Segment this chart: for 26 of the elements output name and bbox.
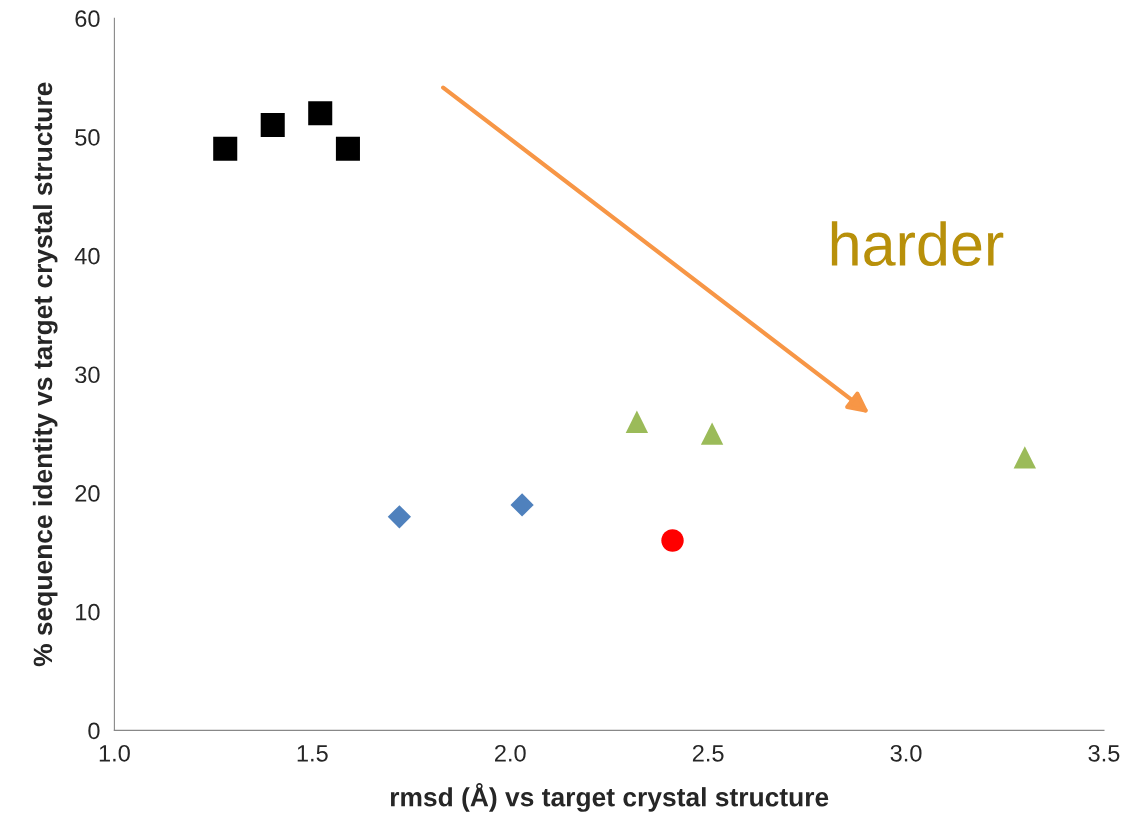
y-tick-label: 40: [74, 247, 100, 265]
point: [700, 422, 724, 445]
y-tick-label: 0: [88, 722, 100, 740]
point: [213, 136, 238, 161]
y-tick-label: 60: [75, 10, 100, 28]
y-tick-label: 30: [75, 366, 100, 384]
point: [308, 101, 333, 126]
x-tick-label: 3.0: [890, 744, 922, 762]
x-tick-label: 3.5: [1088, 744, 1120, 762]
point: [625, 410, 649, 433]
point: [260, 113, 285, 138]
point: [387, 505, 412, 529]
x-tick-label: 1.5: [297, 745, 328, 762]
annotation: harder: [831, 221, 1004, 267]
y-tick-label: 50: [75, 129, 100, 146]
y-axis-title: % sequence identity vs target crystal structure: [32, 82, 58, 667]
x-tick-label: 1.0: [99, 744, 130, 762]
x-tick-label: 2.0: [495, 744, 526, 762]
y-tick-label: 10: [76, 603, 100, 621]
point: [510, 493, 534, 517]
point: [335, 136, 360, 161]
point: [661, 529, 684, 552]
point: [1013, 446, 1036, 469]
y-tick-label: 20: [75, 485, 100, 502]
x-tick-label: 2.5: [692, 744, 724, 762]
x-axis-title: rmsd (Å) vs target crystal structure: [390, 782, 829, 812]
